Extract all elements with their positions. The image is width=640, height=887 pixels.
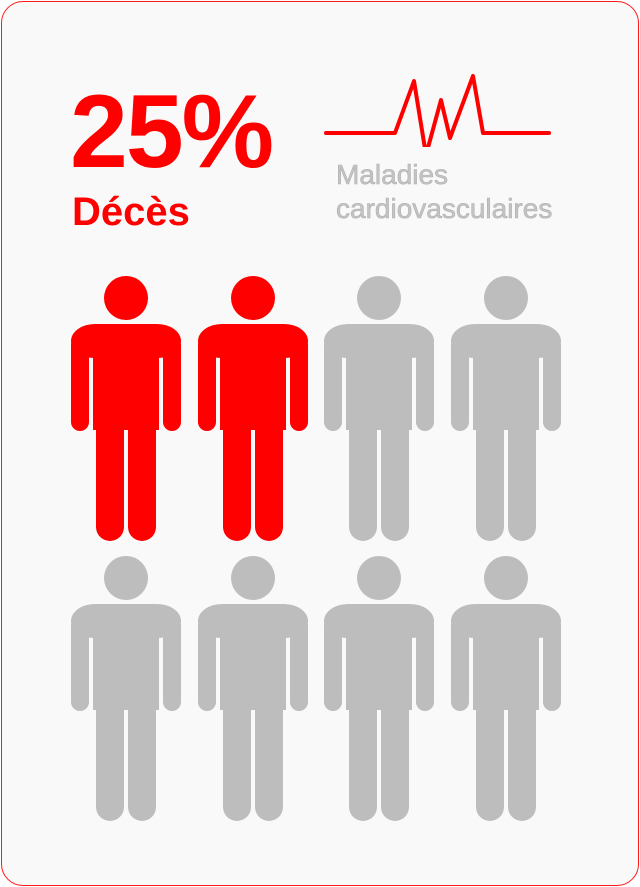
percentage-value: 25% [70,74,274,190]
person-icon-highlighted [198,276,308,541]
person-icon [324,556,434,821]
person-icon [324,276,434,541]
person-icon [451,556,561,821]
person-icon [451,276,561,541]
heartbeat-icon [324,74,551,147]
person-icon-highlighted [71,276,181,541]
category-line-2: cardiovasculaires [336,193,553,225]
category-line-1: Maladies [336,159,449,191]
deaths-label: Décès [72,190,190,234]
category-label: Maladies cardiovasculaires [336,158,616,226]
person-icon [198,556,308,821]
person-icon [71,556,181,821]
